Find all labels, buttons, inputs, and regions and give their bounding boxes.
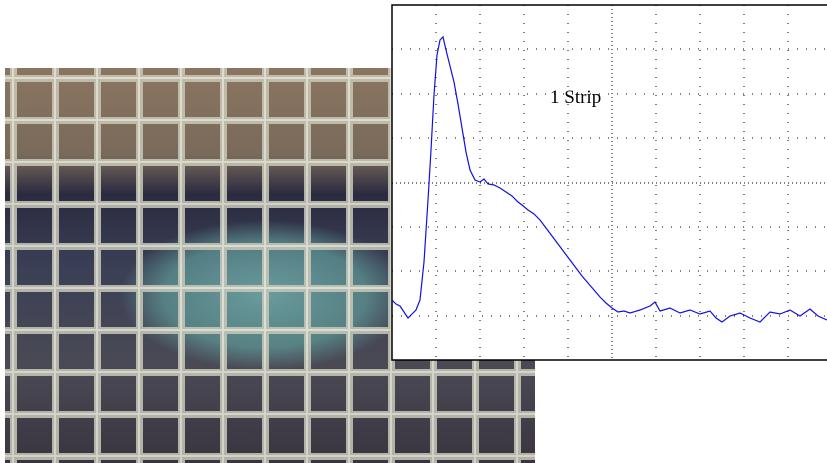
scope-grid xyxy=(392,5,827,360)
signal-trace xyxy=(391,35,827,323)
annotation: 1 Strip xyxy=(550,87,601,108)
scope-axes xyxy=(392,5,827,360)
oscilloscope: 1 Strip xyxy=(391,4,827,361)
